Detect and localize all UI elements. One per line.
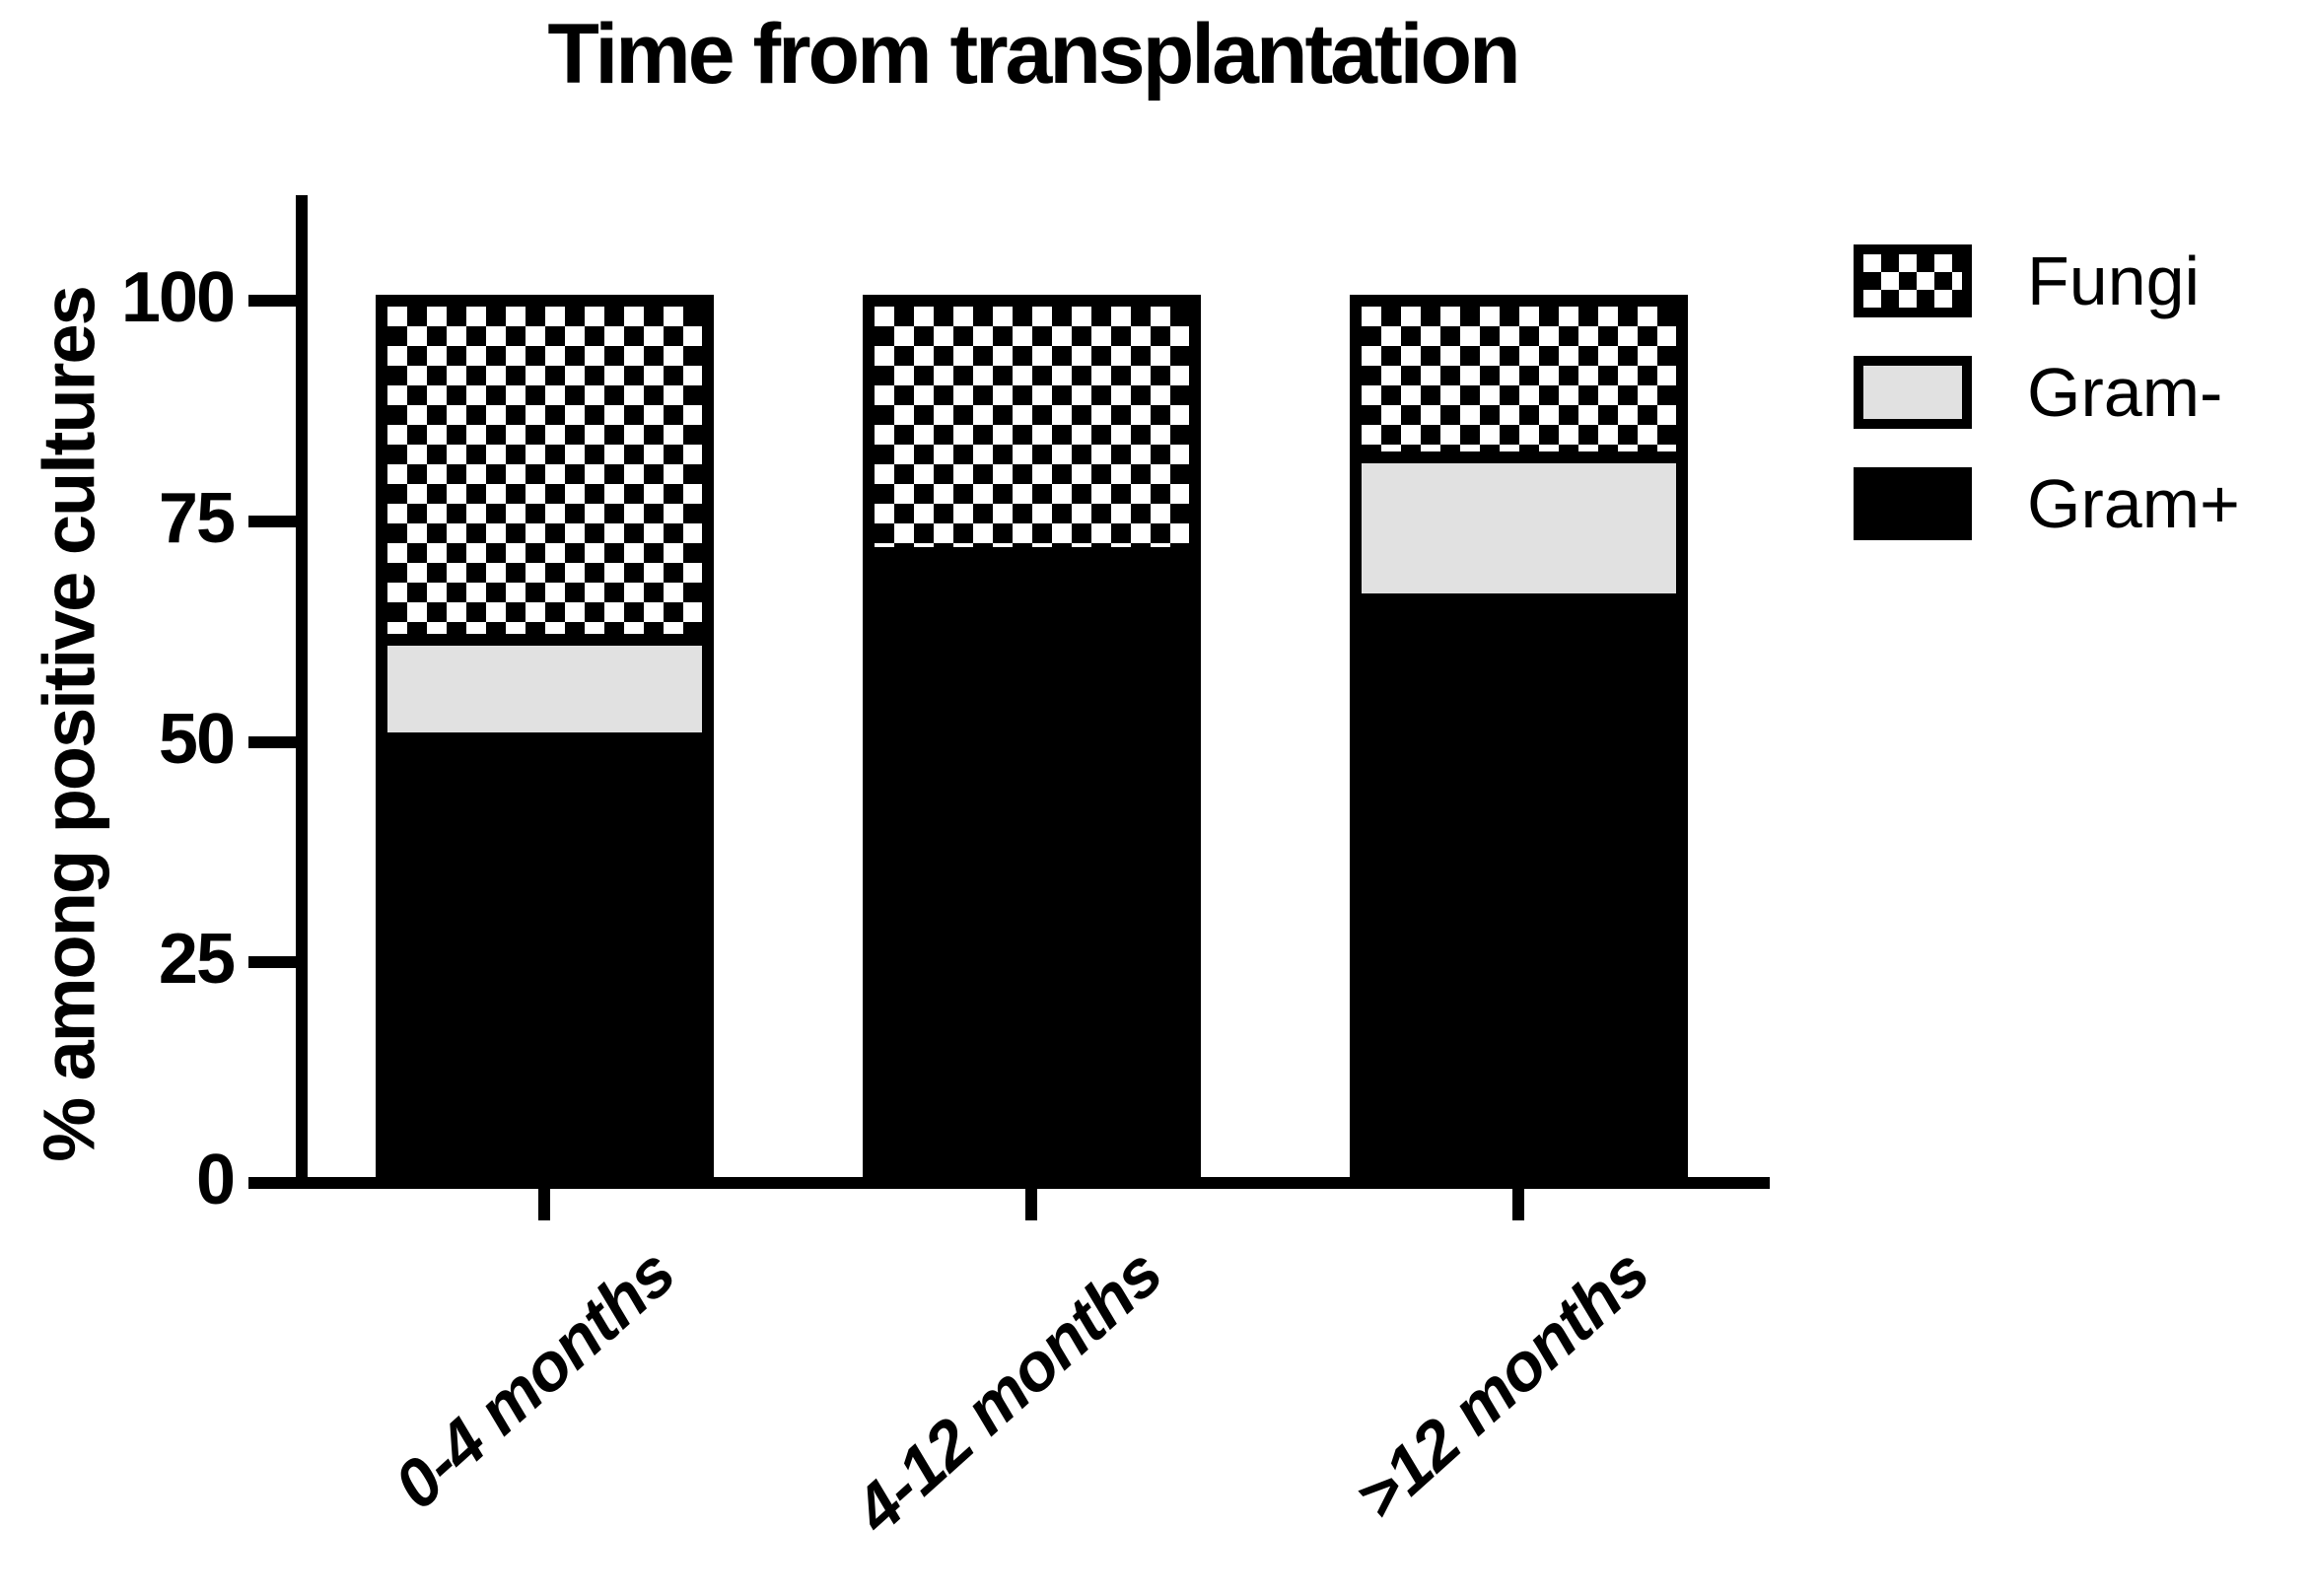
segment-fungi-0 bbox=[386, 307, 702, 646]
segment-fungi-1 bbox=[874, 307, 1189, 559]
x-category-label-0: 0-4 months bbox=[380, 1234, 689, 1524]
legend-swatch-checker bbox=[1854, 244, 1972, 317]
legend-label: Fungi bbox=[2027, 243, 2201, 319]
segment-gram-plus-0 bbox=[386, 732, 702, 1177]
y-axis-line bbox=[296, 195, 308, 1189]
chart-title: Time from transplantation bbox=[547, 7, 1520, 102]
legend-swatch-black bbox=[1854, 467, 1972, 540]
x-tick-1 bbox=[1025, 1183, 1037, 1220]
y-tick-0 bbox=[248, 1177, 296, 1189]
x-tick-0 bbox=[538, 1183, 550, 1220]
y-tick-label-50: 50 bbox=[158, 699, 236, 779]
y-tick-label-100: 100 bbox=[120, 258, 236, 337]
segment-gram-minus-2 bbox=[1361, 463, 1676, 593]
bar-1 bbox=[862, 295, 1201, 1189]
bar-0 bbox=[375, 295, 714, 1189]
legend-item-gram: Gram- bbox=[1854, 354, 2307, 431]
y-tick-label-0: 0 bbox=[195, 1141, 236, 1219]
segment-gram-plus-2 bbox=[1361, 593, 1676, 1177]
legend-item-fungi: Fungi bbox=[1854, 243, 2307, 319]
legend-item-gram: Gram+ bbox=[1854, 465, 2307, 542]
y-tick-75 bbox=[248, 515, 296, 527]
legend-label: Gram+ bbox=[2027, 465, 2240, 542]
segment-fungi-2 bbox=[1361, 307, 1676, 463]
x-category-label-2: >12 months bbox=[1341, 1234, 1663, 1535]
y-tick-label-25: 25 bbox=[158, 920, 236, 1000]
segment-gram-minus-0 bbox=[386, 646, 702, 732]
y-tick-50 bbox=[248, 735, 296, 748]
bar-2 bbox=[1349, 295, 1688, 1189]
y-tick-label-75: 75 bbox=[158, 478, 236, 558]
segment-gram-plus-1 bbox=[874, 559, 1189, 1177]
x-tick-2 bbox=[1512, 1183, 1524, 1220]
legend-label: Gram- bbox=[2027, 354, 2223, 431]
y-tick-100 bbox=[248, 295, 296, 307]
x-category-label-1: 4-12 months bbox=[840, 1234, 1176, 1548]
y-tick-25 bbox=[248, 956, 296, 969]
legend-swatch-gray bbox=[1854, 356, 1972, 429]
